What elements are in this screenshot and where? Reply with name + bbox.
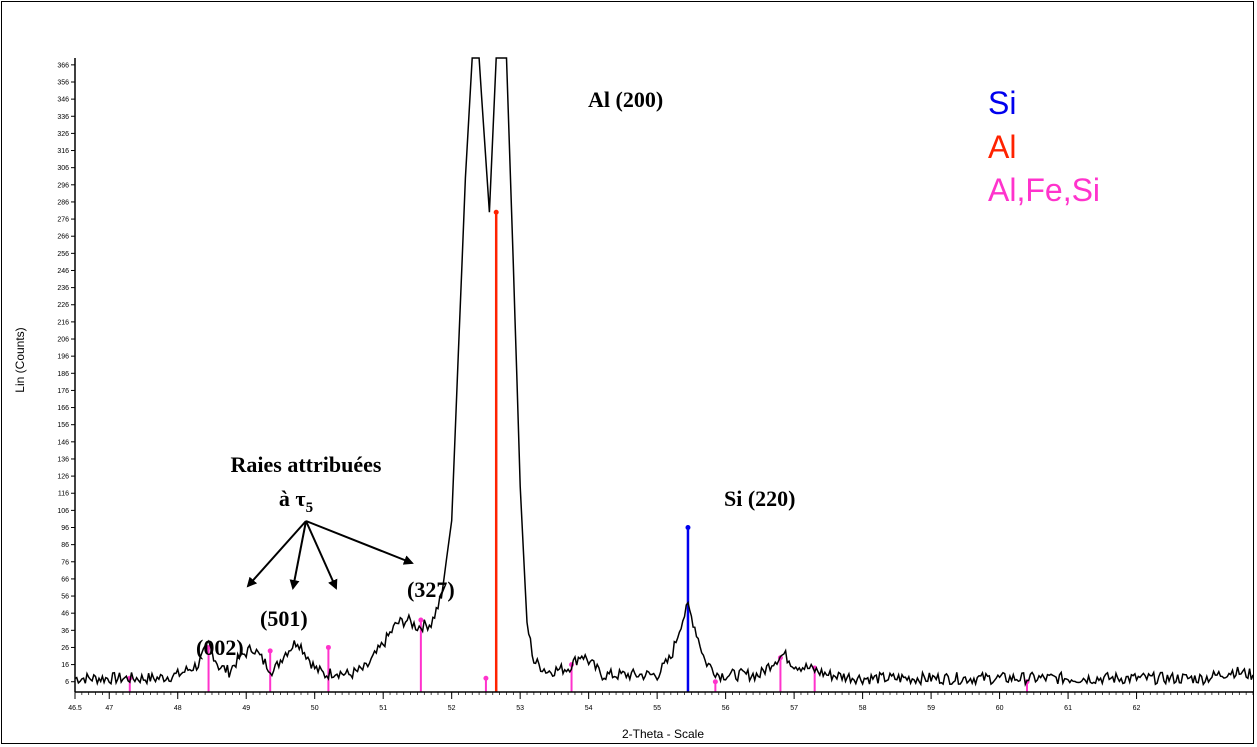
x-tick-label: 59 (927, 705, 935, 712)
x-tick-label: 61 (1064, 705, 1072, 712)
y-tick-label: 206 (57, 337, 69, 344)
x-tick-label: 54 (585, 705, 593, 712)
y-tick-label: 256 (57, 251, 69, 258)
y-tick-label: 216 (57, 319, 69, 326)
arrow-to-50 (305, 520, 338, 590)
legend-alfesi: Al,Fe,Si (988, 172, 1100, 208)
y-tick-label: 6 (65, 679, 69, 686)
y-tick-label: 336 (57, 114, 69, 121)
y-tick-label: 306 (57, 165, 69, 172)
x-tick-label: 51 (379, 705, 387, 712)
y-tick-label: 276 (57, 217, 69, 224)
y-tick-label: 346 (57, 97, 69, 104)
annotation-501: (501) (260, 606, 308, 631)
peak-marker-head-7 (712, 679, 718, 685)
y-tick-label: 326 (57, 131, 69, 138)
annotation-002: (002) (196, 635, 244, 660)
peak-marker-head-3 (325, 644, 331, 650)
x-tick-label: 47 (105, 705, 113, 712)
y-tick-label: 36 (61, 628, 69, 635)
legend-si: Si (988, 85, 1016, 121)
legend-al: Al (988, 129, 1016, 165)
x-tick-label: 60 (996, 705, 1004, 712)
x-tick-label: 49 (242, 705, 250, 712)
peak-marker-head-0 (685, 525, 691, 531)
peak-marker-head-4 (418, 617, 424, 623)
y-tick-label: 236 (57, 285, 69, 292)
y-tick-label: 286 (57, 199, 69, 206)
peak-marker-head-5 (483, 675, 489, 681)
arrow-to-501 (289, 520, 307, 590)
y-tick-label: 56 (61, 594, 69, 601)
y-axis-ticks: 6 16 26 36 46 56 66 76 86 96 106 116 126 136 146 156 166… (57, 62, 75, 686)
y-tick-label: 126 (57, 474, 69, 481)
y-tick-label: 146 (57, 439, 69, 446)
y-tick-label: 246 (57, 268, 69, 275)
y-axis-label: Lin (Counts) (13, 327, 27, 392)
y-tick-label: 266 (57, 234, 69, 241)
diffraction-curve (74, 57, 1254, 687)
x-tick-label: 53 (516, 705, 524, 712)
arrow-to-002 (246, 520, 307, 588)
annotation-si-220: Si (220) (724, 486, 796, 511)
y-tick-label: 46 (61, 611, 69, 618)
x-axis-label: 2-Theta - Scale (622, 727, 704, 741)
y-tick-label: 366 (57, 62, 69, 69)
x-tick-label: 58 (859, 705, 867, 712)
y-tick-label: 136 (57, 456, 69, 463)
y-tick-label: 76 (61, 559, 69, 566)
y-tick-label: 176 (57, 388, 69, 395)
x-tick-label: 56 (722, 705, 730, 712)
phase-peak-markers (127, 209, 1030, 692)
x-axis-ticks: 46.5 47 48 49 50 51 52 53 54 55 56 57 58 59 60 61 62 (68, 692, 1254, 712)
y-tick-label: 316 (57, 148, 69, 155)
x-tick-label: 46.5 (68, 705, 82, 712)
y-tick-label: 186 (57, 371, 69, 378)
arrow-to-327 (305, 520, 414, 565)
annotation-327: (327) (407, 577, 455, 602)
y-tick-label: 16 (61, 662, 69, 669)
y-tick-label: 66 (61, 576, 69, 583)
y-tick-label: 26 (61, 645, 69, 652)
peak-marker-head-2 (267, 648, 273, 654)
x-tick-label: 57 (790, 705, 798, 712)
y-tick-label: 196 (57, 354, 69, 361)
y-tick-label: 166 (57, 405, 69, 412)
x-tick-label: 52 (448, 705, 456, 712)
y-tick-label: 156 (57, 422, 69, 429)
annotation-al-200: Al (200) (588, 87, 663, 112)
annotation-raies-line1: Raies attribuées (231, 452, 382, 477)
y-tick-label: 96 (61, 525, 69, 532)
y-tick-label: 296 (57, 182, 69, 189)
tau-arrows (246, 520, 414, 590)
peak-marker-head-0 (493, 209, 499, 215)
x-tick-label: 55 (653, 705, 661, 712)
x-tick-label: 50 (311, 705, 319, 712)
x-tick-label: 62 (1133, 705, 1141, 712)
x-tick-label: 48 (174, 705, 182, 712)
y-tick-label: 86 (61, 542, 69, 549)
y-tick-label: 106 (57, 508, 69, 515)
y-tick-label: 226 (57, 302, 69, 309)
y-tick-label: 116 (58, 491, 69, 498)
annotation-raies-line2: à τ5 (279, 486, 313, 516)
y-tick-label: 356 (57, 79, 69, 86)
